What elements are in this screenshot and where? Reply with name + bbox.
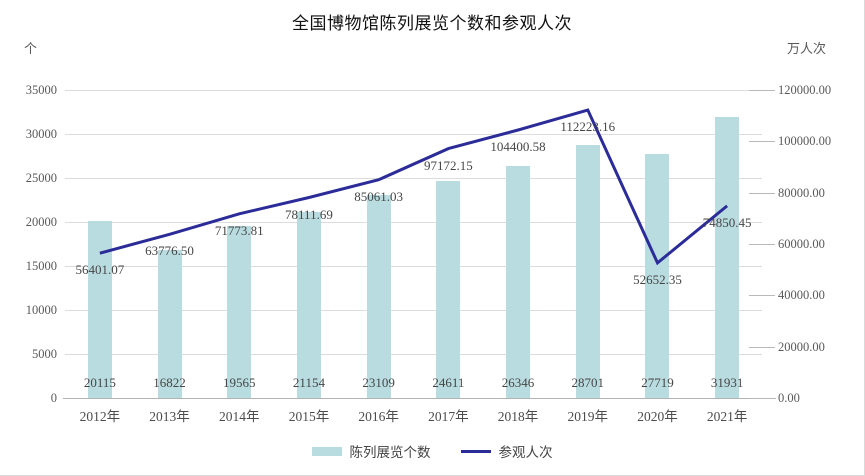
bar-2018年 bbox=[506, 166, 531, 398]
gridline bbox=[65, 354, 762, 355]
bar-2017年 bbox=[436, 181, 461, 398]
bar-2014年 bbox=[227, 225, 252, 398]
right-axis-tick-label: 0.00 bbox=[778, 391, 800, 405]
bar-2020年 bbox=[645, 154, 670, 398]
x-axis-category-label: 2016年 bbox=[358, 409, 399, 424]
line-series-swatch bbox=[460, 449, 491, 453]
bar-value-label: 27719 bbox=[641, 375, 674, 390]
left-axis-tick-label: 10000 bbox=[25, 303, 57, 317]
right-axis-tick-label: 20000.00 bbox=[778, 339, 825, 354]
bar-value-label: 23109 bbox=[362, 375, 395, 390]
x-axis-category-label: 2014年 bbox=[219, 409, 260, 424]
line-value-label: 52652.35 bbox=[633, 271, 682, 287]
right-axis-tick-label: 40000.00 bbox=[778, 288, 825, 303]
plot-area: 0 5000 10000 15000 20000 25000 30000 35000 0.00 2… bbox=[26, 83, 831, 424]
right-axis-tick-mark bbox=[749, 244, 775, 245]
right-axis-tick-mark bbox=[749, 141, 775, 143]
gridline bbox=[65, 310, 762, 311]
bar-value-label: 16822 bbox=[153, 375, 186, 390]
bar-value-label: 28701 bbox=[571, 375, 605, 390]
bar-2015年 bbox=[296, 211, 321, 398]
line-value-label: 63776.50 bbox=[145, 243, 194, 259]
line-value-label: 74850.45 bbox=[702, 214, 752, 230]
visitors-line-series bbox=[99, 108, 729, 266]
x-axis-category-label: 2018年 bbox=[497, 409, 539, 424]
legend-item-exhibitions: 陈列展览个数 bbox=[311, 441, 431, 461]
line-value-label: 71773.81 bbox=[214, 222, 264, 238]
right-axis-tick-mark bbox=[749, 398, 775, 399]
left-axis-tick-label: 35000 bbox=[25, 83, 57, 97]
left-axis-tick-label: 25000 bbox=[25, 171, 57, 185]
legend-label-visitors: 参观人次 bbox=[498, 445, 553, 460]
right-axis-tick-mark bbox=[749, 192, 775, 194]
visitors-polyline bbox=[99, 108, 729, 266]
gridline bbox=[65, 134, 762, 135]
x-axis-category-label: 2015年 bbox=[288, 409, 330, 424]
bar-series-swatch bbox=[311, 446, 342, 456]
bar-2021年 bbox=[715, 117, 740, 398]
right-axis-tick-mark bbox=[749, 346, 775, 348]
left-axis-tick-label: 5000 bbox=[32, 347, 57, 361]
gridline bbox=[65, 90, 762, 91]
x-axis-category-label: 2019年 bbox=[567, 409, 609, 424]
left-axis-unit-label: 个 bbox=[24, 41, 38, 56]
bar-2016年 bbox=[366, 194, 391, 398]
x-axis-category-label: 2012年 bbox=[79, 409, 121, 424]
x-axis-category-label: 2020年 bbox=[637, 409, 678, 424]
legend-item-visitors: 参观人次 bbox=[460, 441, 553, 461]
bar-value-label: 19565 bbox=[223, 375, 256, 390]
right-axis-tick-mark bbox=[749, 295, 775, 297]
left-axis-tick-label: 20000 bbox=[25, 215, 57, 229]
bar-2013年 bbox=[157, 249, 182, 398]
gridline bbox=[65, 222, 762, 223]
bar-value-label: 20115 bbox=[83, 375, 116, 390]
x-axis-category-label: 2021年 bbox=[706, 409, 748, 424]
left-axis-tick-label: 0 bbox=[50, 391, 57, 405]
bar-value-label: 21154 bbox=[292, 375, 325, 390]
x-axis-line bbox=[63, 398, 776, 399]
bar-value-label: 26346 bbox=[501, 375, 535, 390]
x-axis-category-label: 2017年 bbox=[428, 409, 469, 424]
left-axis-tick-label: 15000 bbox=[25, 259, 57, 273]
line-value-label: 56401.07 bbox=[75, 262, 125, 278]
right-axis-tick-label: 120000.00 bbox=[778, 83, 832, 97]
bar-2019年 bbox=[575, 145, 600, 398]
gridline bbox=[65, 266, 762, 267]
right-axis-unit-label: 万人次 bbox=[787, 41, 827, 56]
legend: 陈列展览个数 参观人次 bbox=[0, 441, 864, 461]
x-axis-category-label: 2013年 bbox=[149, 409, 190, 424]
bar-value-label: 24611 bbox=[432, 375, 465, 390]
line-value-label: 104400.58 bbox=[490, 139, 546, 155]
line-value-label: 112223.16 bbox=[560, 118, 616, 134]
legend-label-exhibitions: 陈列展览个数 bbox=[349, 445, 431, 460]
left-axis-tick-label: 30000 bbox=[25, 127, 57, 141]
bar-value-label: 31931 bbox=[710, 375, 744, 390]
right-axis-tick-mark bbox=[749, 90, 775, 91]
line-value-label: 97172.15 bbox=[423, 157, 473, 173]
right-axis-tick-label: 100000.00 bbox=[778, 134, 832, 149]
line-value-label: 85061.03 bbox=[354, 188, 404, 204]
line-value-label: 78111.69 bbox=[285, 206, 333, 222]
right-axis-tick-label: 80000.00 bbox=[778, 185, 825, 200]
gridline bbox=[65, 178, 762, 179]
chart-title: 全国博物馆陈列展览个数和参观人次 bbox=[292, 14, 572, 33]
right-axis-tick-label: 60000.00 bbox=[778, 237, 825, 251]
